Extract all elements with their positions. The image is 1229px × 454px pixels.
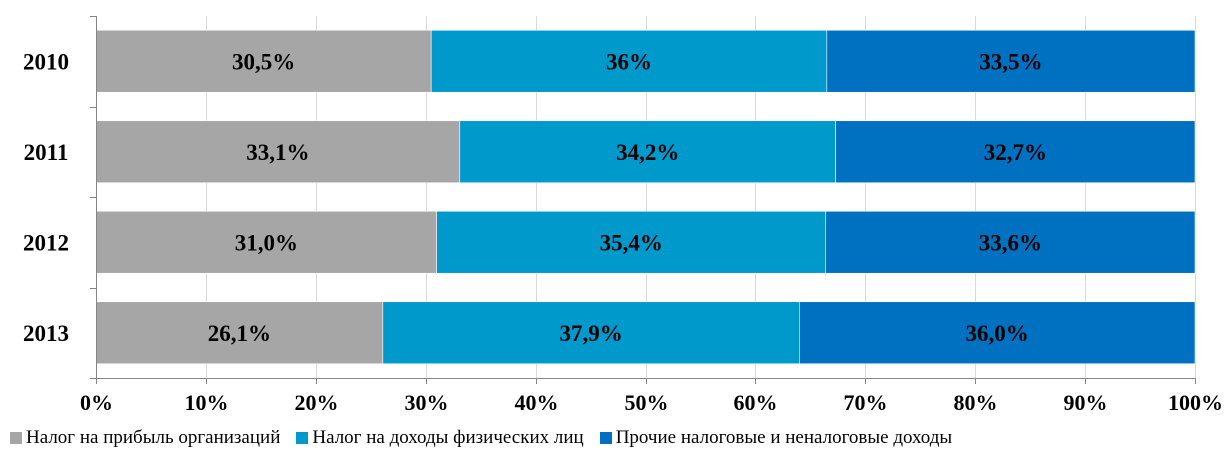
x-tick-label: 90% — [1064, 390, 1108, 415]
data-label: 35,4% — [600, 230, 663, 255]
data-label: 30,5% — [232, 49, 295, 74]
bar-segment — [799, 301, 1196, 365]
legend-label-income-tax: Налог на доходы физических лиц — [312, 427, 584, 448]
data-label: 32,7% — [984, 140, 1047, 165]
x-tick-label: 100% — [1168, 390, 1223, 415]
legend-label-other-revenue: Прочие налоговые и неналоговые доходы — [615, 427, 953, 448]
x-tick-label: 50% — [625, 390, 669, 415]
category-label: 2011 — [24, 140, 69, 165]
bar-segment — [459, 120, 836, 184]
bar-segment — [382, 301, 800, 365]
legend-swatch-other-revenue — [599, 432, 612, 444]
bar-segment — [436, 210, 827, 274]
legend-label-profit-tax: Налог на прибыль организаций — [26, 427, 281, 448]
legend: Налог на прибыль организаций Налог на до… — [10, 427, 952, 449]
bar-segment — [95, 301, 384, 365]
data-label: 33,5% — [979, 49, 1042, 74]
data-label: 36% — [606, 49, 652, 74]
category-label: 2013 — [23, 321, 69, 346]
x-tick-label: 60% — [734, 390, 778, 415]
x-tick-label: 40% — [515, 390, 559, 415]
bar-segment — [95, 210, 437, 274]
bar-segment — [825, 210, 1196, 274]
x-tick-label: 80% — [954, 390, 998, 415]
x-tick-label: 0% — [80, 390, 113, 415]
data-label: 33,6% — [979, 230, 1042, 255]
bar-segment — [835, 120, 1196, 184]
legend-swatch-profit-tax — [10, 432, 22, 444]
bar-segment — [95, 120, 461, 184]
bar-segment — [430, 29, 828, 93]
category-label: 2010 — [23, 49, 69, 74]
data-label: 37,9% — [559, 321, 622, 346]
x-tick-label: 70% — [844, 390, 888, 415]
x-tick-label: 20% — [295, 390, 339, 415]
data-label: 36,0% — [966, 321, 1029, 346]
legend-item-income-tax: Налог на доходы физических лиц — [296, 427, 584, 449]
legend-swatch-income-tax — [296, 432, 309, 444]
data-label: 34,2% — [616, 140, 679, 165]
data-label: 31,0% — [235, 230, 298, 255]
category-label: 2012 — [23, 230, 69, 255]
legend-item-profit-tax: Налог на прибыль организаций — [10, 427, 280, 449]
x-tick-label: 30% — [405, 390, 449, 415]
bar-segment — [826, 29, 1196, 93]
bar-segment — [95, 29, 432, 93]
data-label: 33,1% — [246, 140, 309, 165]
legend-item-other-revenue: Прочие налоговые и неналоговые доходы — [599, 427, 953, 449]
x-tick-label: 10% — [185, 390, 229, 415]
data-label: 26,1% — [208, 321, 271, 346]
